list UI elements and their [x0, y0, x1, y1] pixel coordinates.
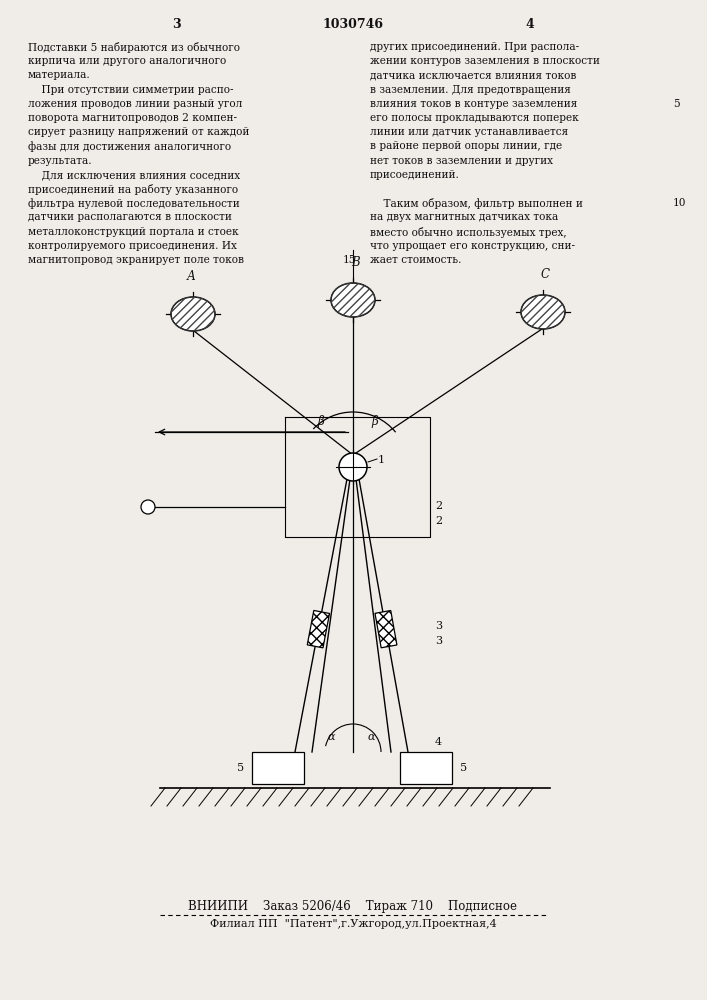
Text: присоединений.: присоединений.	[370, 170, 460, 180]
Text: β: β	[372, 415, 378, 428]
Text: 5: 5	[673, 99, 679, 109]
Text: В: В	[351, 256, 359, 269]
Text: нет токов в заземлении и других: нет токов в заземлении и других	[370, 156, 553, 166]
Text: контролируемого присоединения. Их: контролируемого присоединения. Их	[28, 241, 237, 251]
Text: Для исключения влияния соседних: Для исключения влияния соседних	[28, 170, 240, 180]
Text: ВНИИПИ    Заказ 5206/46    Тираж 710    Подписное: ВНИИПИ Заказ 5206/46 Тираж 710 Подписное	[189, 900, 518, 913]
Text: датчики располагаются в плоскости: датчики располагаются в плоскости	[28, 212, 232, 222]
Ellipse shape	[331, 283, 375, 317]
Text: Подставки 5 набираются из обычного: Подставки 5 набираются из обычного	[28, 42, 240, 53]
Text: результата.: результата.	[28, 156, 93, 166]
Text: сирует разницу напряжений от каждой: сирует разницу напряжений от каждой	[28, 127, 250, 137]
Text: его полосы прокладываются поперек: его полосы прокладываются поперек	[370, 113, 579, 123]
Text: 5: 5	[460, 763, 467, 773]
Ellipse shape	[521, 295, 565, 329]
Text: 3: 3	[172, 18, 180, 31]
Text: присоединений на работу указанного: присоединений на работу указанного	[28, 184, 238, 195]
Text: 2: 2	[435, 516, 442, 526]
Bar	[400, 752, 452, 784]
Text: других присоединений. При распола-: других присоединений. При распола-	[370, 42, 579, 52]
Text: α: α	[327, 732, 334, 742]
Text: линии или датчик устанавливается: линии или датчик устанавливается	[370, 127, 568, 137]
Text: фильтра нулевой последовательности: фильтра нулевой последовательности	[28, 198, 240, 209]
Text: 1030746: 1030746	[322, 18, 383, 31]
Text: 3: 3	[435, 621, 442, 631]
Text: металлоконструкций портала и стоек: металлоконструкций портала и стоек	[28, 227, 239, 237]
Polygon shape	[375, 611, 397, 648]
Ellipse shape	[339, 453, 367, 481]
Text: влияния токов в контуре заземления: влияния токов в контуре заземления	[370, 99, 578, 109]
Text: магнитопровод экранирует поле токов: магнитопровод экранирует поле токов	[28, 255, 244, 265]
Text: 2: 2	[435, 501, 442, 511]
Text: β: β	[317, 415, 325, 428]
Ellipse shape	[171, 297, 215, 331]
Text: 10: 10	[673, 198, 686, 208]
Text: 5: 5	[237, 763, 244, 773]
Text: поворота магнитопроводов 2 компен-: поворота магнитопроводов 2 компен-	[28, 113, 237, 123]
Text: в заземлении. Для предотвращения: в заземлении. Для предотвращения	[370, 85, 571, 95]
Text: 3: 3	[435, 636, 442, 646]
Text: α: α	[367, 732, 375, 742]
Text: Таким образом, фильтр выполнен и: Таким образом, фильтр выполнен и	[370, 198, 583, 209]
Text: 4: 4	[525, 18, 534, 31]
Text: Филиал ПП  "Патент",г.Ужгород,ул.Проектная,4: Филиал ПП "Патент",г.Ужгород,ул.Проектна…	[209, 919, 496, 929]
Text: кирпича или другого аналогичного: кирпича или другого аналогичного	[28, 56, 226, 66]
Text: на двух магнитных датчиках тока: на двух магнитных датчиках тока	[370, 212, 559, 222]
Text: С: С	[540, 268, 549, 281]
Text: А: А	[187, 270, 195, 283]
Text: 4: 4	[435, 737, 442, 747]
Text: материала.: материала.	[28, 70, 90, 80]
Polygon shape	[308, 610, 329, 648]
Text: датчика исключается влияния токов: датчика исключается влияния токов	[370, 70, 576, 80]
Text: вместо обычно используемых трех,: вместо обычно используемых трех,	[370, 227, 566, 238]
Bar	[252, 752, 304, 784]
Text: 1: 1	[378, 455, 385, 465]
Text: 15: 15	[343, 255, 356, 265]
Text: При отсутствии симметрии распо-: При отсутствии симметрии распо-	[28, 85, 233, 95]
Text: в районе первой опоры линии, где: в районе первой опоры линии, где	[370, 141, 562, 151]
Text: жении контуров заземления в плоскости: жении контуров заземления в плоскости	[370, 56, 600, 66]
Text: ложения проводов линии разный угол: ложения проводов линии разный угол	[28, 99, 243, 109]
Text: жает стоимость.: жает стоимость.	[370, 255, 462, 265]
Ellipse shape	[141, 500, 155, 514]
Text: что упрощает его конструкцию, сни-: что упрощает его конструкцию, сни-	[370, 241, 575, 251]
Text: фазы для достижения аналогичного: фазы для достижения аналогичного	[28, 141, 231, 152]
